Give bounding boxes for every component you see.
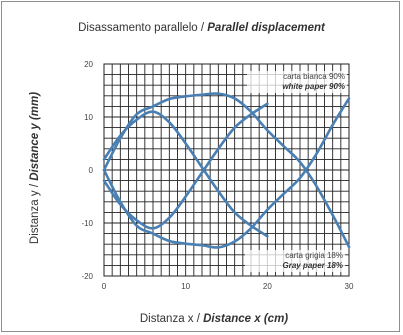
x-axis-label-italian: Distanza x /: [139, 313, 204, 325]
x-axis-label: Distanza x / Distance x (cm): [64, 313, 364, 325]
chart-title-italian: Disassamento parallelo /: [78, 22, 208, 34]
x-axis-label-english: Distance x (cm): [203, 313, 289, 325]
annotation-label-italian: carta grigia 18%: [285, 251, 343, 260]
series-line-1: [102, 92, 351, 249]
annotation-background: [245, 250, 345, 272]
chart-title-english: Parallel displacement: [207, 22, 325, 34]
y-tick-label: 0: [89, 166, 94, 175]
x-tick-label: 0: [102, 282, 107, 291]
x-tick-label: 30: [345, 282, 354, 291]
annotation-background: [247, 71, 347, 93]
series-line-3: [102, 110, 269, 238]
annotation-label-english: white paper 90%: [282, 82, 345, 91]
chart-title: Disassamento parallelo / Parallel displa…: [0, 22, 403, 34]
annotation-label-italian: carta bianca 90%: [283, 72, 345, 81]
annotation-label-english: Gray paper 18%: [283, 261, 343, 270]
y-tick-label: -10: [81, 219, 93, 228]
y-tick-label: -20: [81, 272, 93, 281]
x-tick-label: 10: [181, 282, 190, 291]
x-tick-label: 20: [263, 282, 272, 291]
series-line-2: [102, 97, 351, 249]
y-tick-label: 10: [84, 113, 93, 122]
y-tick-label: 20: [84, 60, 93, 69]
series-line-4: [102, 102, 269, 230]
